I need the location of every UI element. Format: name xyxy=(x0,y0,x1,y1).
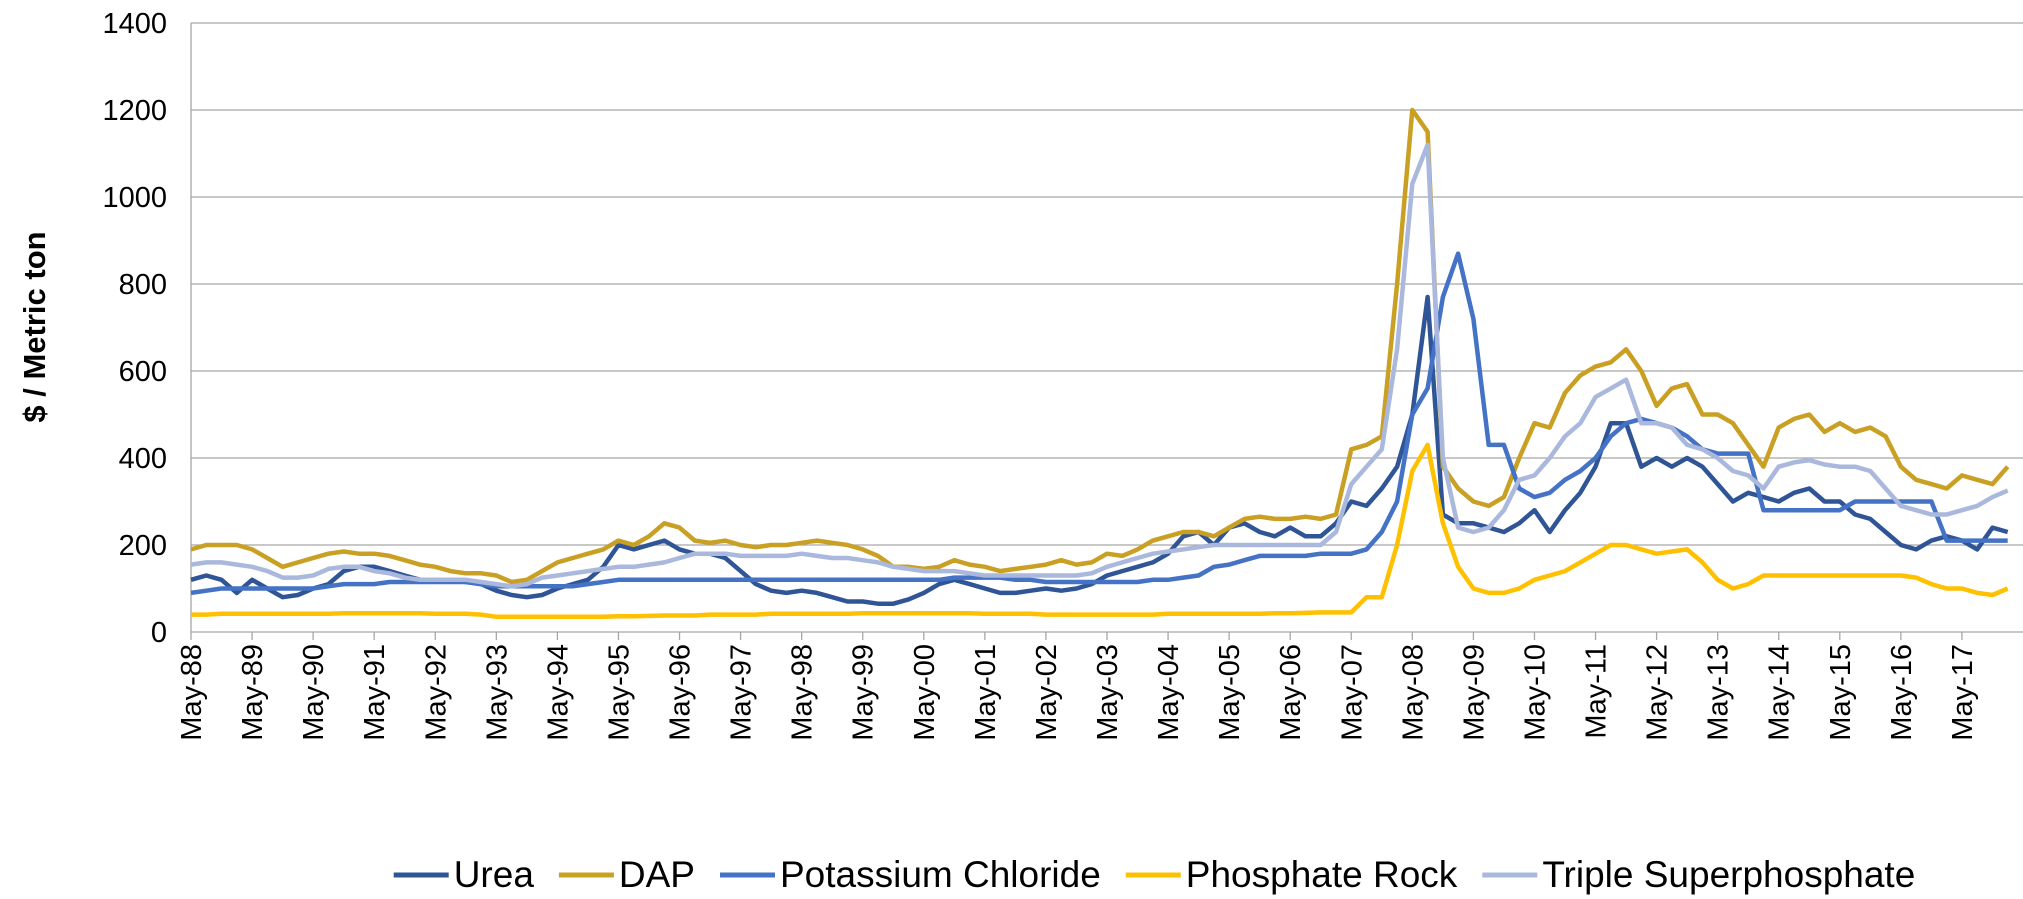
x-tick-label: May-05 xyxy=(1214,644,1246,741)
x-tick-label: May-02 xyxy=(1031,644,1063,741)
x-tick-label: May-96 xyxy=(665,644,697,741)
y-tick-label: 600 xyxy=(119,356,167,388)
legend-label: Triple Superphosphate xyxy=(1542,854,1915,895)
series-line xyxy=(190,107,2010,585)
legend-label: Urea xyxy=(454,854,535,895)
series-line xyxy=(191,442,2009,620)
x-tick-label: May-10 xyxy=(1519,644,1551,741)
legend-label: Potassium Chloride xyxy=(780,854,1101,895)
y-tick-label: 200 xyxy=(119,530,167,562)
y-tick-label: 1000 xyxy=(102,182,167,214)
y-axis-label: $ / Metric ton xyxy=(17,231,52,422)
x-tick-label: May-94 xyxy=(542,644,574,741)
y-tick-label: 1200 xyxy=(102,95,167,127)
series-line xyxy=(190,142,2009,589)
x-tick-label: May-13 xyxy=(1703,644,1735,741)
x-tick-label: May-95 xyxy=(603,644,635,741)
x-tick-label: May-89 xyxy=(237,644,269,741)
y-tick-label: 400 xyxy=(119,443,167,475)
x-tick-label: May-11 xyxy=(1581,644,1613,739)
x-tick-label: May-90 xyxy=(298,644,330,741)
y-tick-label: 0 xyxy=(151,617,167,649)
x-tick-label: May-88 xyxy=(176,644,208,741)
x-tick-label: May-00 xyxy=(909,644,941,741)
legend-label: Phosphate Rock xyxy=(1186,854,1458,895)
x-tick-label: May-01 xyxy=(970,644,1002,741)
x-tick-label: May-16 xyxy=(1886,644,1918,741)
x-tick-label: May-99 xyxy=(848,644,880,741)
x-tick-label: May-15 xyxy=(1825,644,1857,741)
x-tick-label: May-12 xyxy=(1642,644,1674,741)
y-tick-label: 800 xyxy=(119,269,167,301)
x-tick-label: May-07 xyxy=(1336,644,1368,741)
x-tick-label: May-17 xyxy=(1947,644,1979,741)
x-tick-label: May-03 xyxy=(1092,644,1124,741)
x-tick-label: May-97 xyxy=(726,644,758,741)
y-tick-label: 1400 xyxy=(102,8,167,40)
x-tick-label: May-14 xyxy=(1764,644,1796,741)
x-tick-label: May-98 xyxy=(787,644,819,741)
x-tick-label: May-93 xyxy=(481,644,513,741)
x-tick-label: May-92 xyxy=(420,644,452,741)
x-tick-label: May-06 xyxy=(1275,644,1307,741)
x-tick-label: May-91 xyxy=(359,644,391,741)
legend-label: DAP xyxy=(619,854,695,895)
x-tick-label: May-08 xyxy=(1397,644,1429,741)
x-tick-label: May-09 xyxy=(1458,644,1490,741)
x-tick-label: May-04 xyxy=(1153,644,1185,741)
